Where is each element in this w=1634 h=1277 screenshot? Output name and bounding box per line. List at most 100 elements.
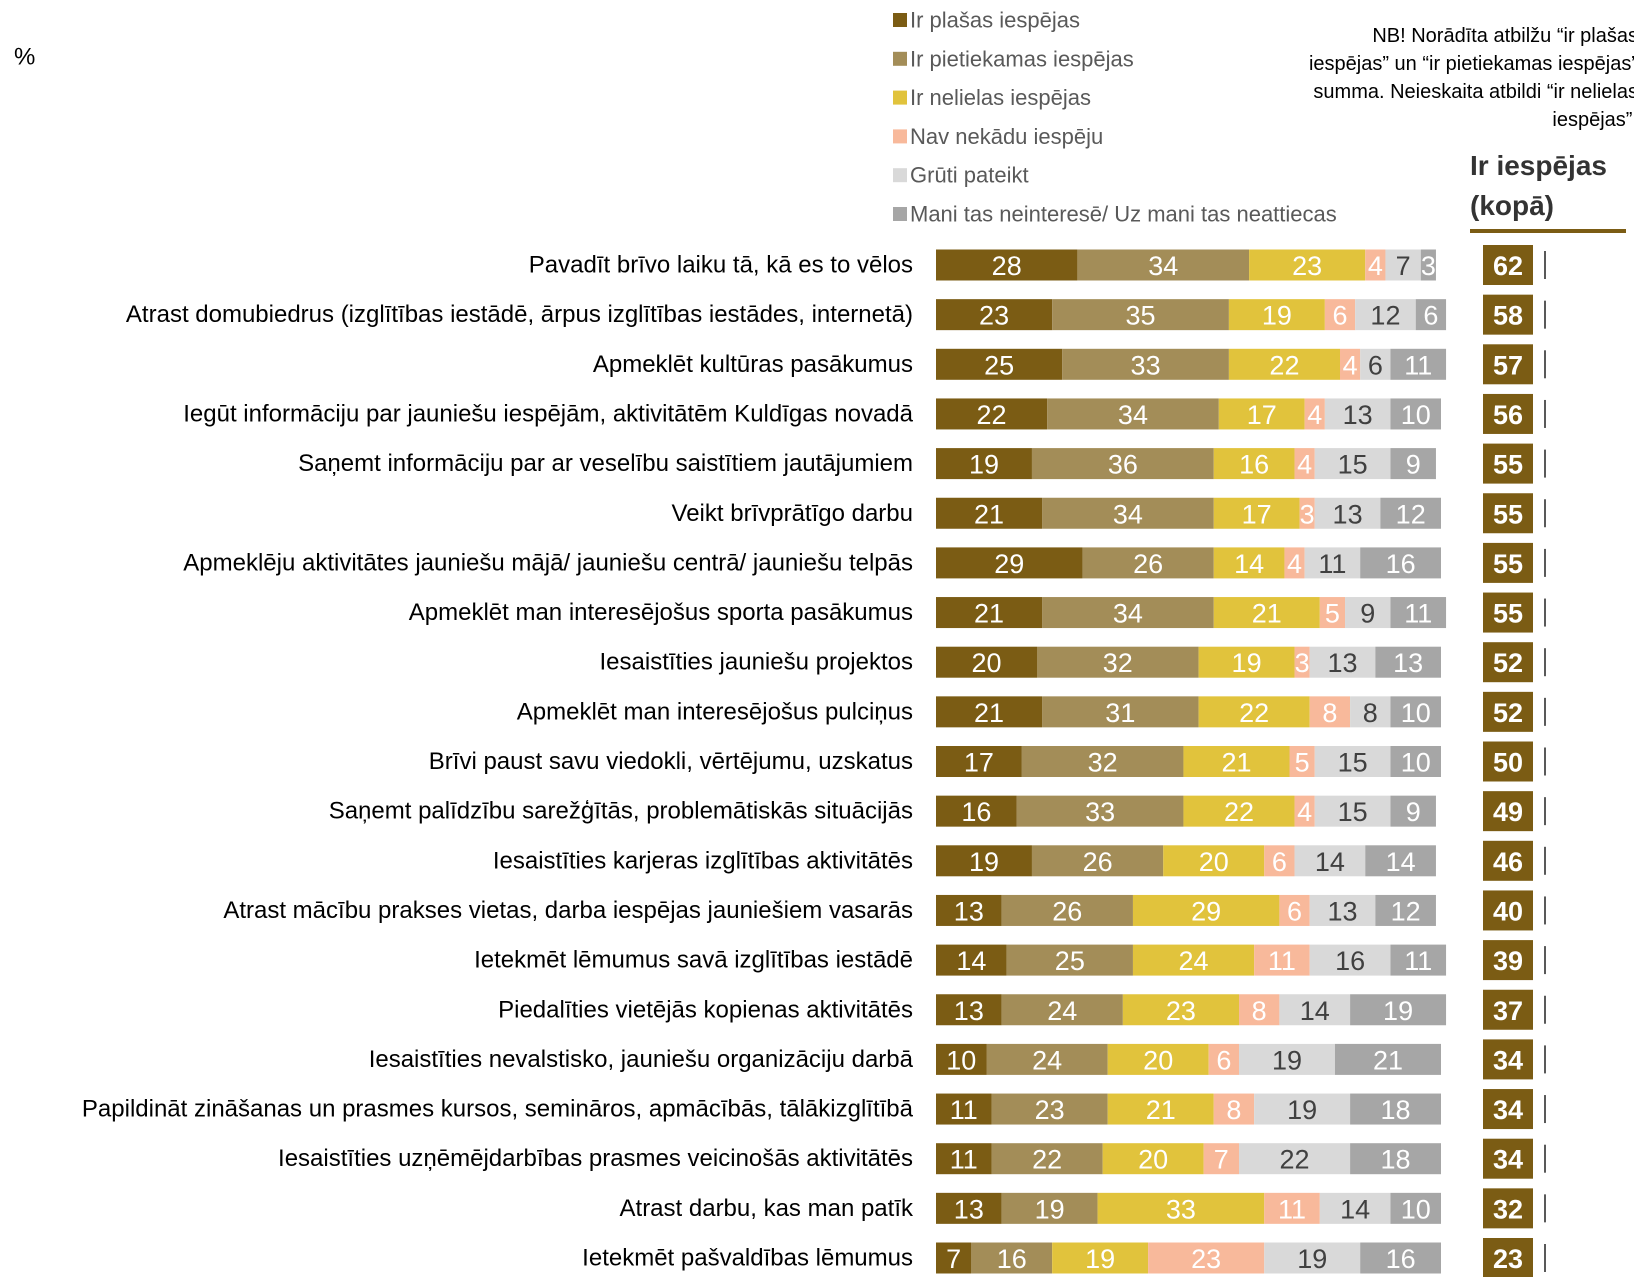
value-label: 21 [1252, 599, 1282, 629]
value-label: 26 [1052, 896, 1082, 926]
value-label: 16 [1386, 1244, 1416, 1274]
value-label: 34 [1148, 251, 1178, 281]
bar-segment [1001, 994, 1123, 1026]
bar-segment [936, 348, 1063, 380]
value-label: 11 [1278, 1194, 1306, 1224]
bar-segment [1319, 1192, 1391, 1224]
bar-segment [1375, 646, 1441, 678]
bar-segment [936, 1192, 1002, 1224]
value-label: 34 [1113, 499, 1143, 529]
value-label: 6 [1332, 301, 1347, 331]
bar-segment [1037, 646, 1199, 678]
value-label: 29 [994, 549, 1024, 579]
bar-segment [1360, 348, 1391, 380]
value-label: 36 [1108, 450, 1138, 480]
value-label: 23 [979, 301, 1009, 331]
value-label: 3 [1421, 251, 1436, 281]
value-label: 4 [1343, 350, 1358, 380]
total-label: 52 [1493, 698, 1523, 728]
value-label: 24 [1047, 996, 1077, 1026]
value-label: 14 [1234, 549, 1264, 579]
bar-segment [1203, 1143, 1239, 1175]
bar-segment [1314, 746, 1391, 777]
total-label: 32 [1493, 1194, 1523, 1224]
category-label: Pavadīt brīvo laiku tā, kā es to vēlos [529, 252, 913, 279]
total-box [1483, 1089, 1533, 1130]
category-label: Apmeklēju aktivitātes jauniešu mājā/ jau… [183, 549, 913, 576]
value-label: 10 [946, 1045, 976, 1075]
bar-segment [1294, 448, 1315, 480]
value-label: 19 [969, 450, 999, 480]
value-label: 16 [1239, 450, 1269, 480]
value-label: 23 [1292, 251, 1322, 281]
bar-segment [936, 944, 1007, 976]
legend-swatch [893, 90, 907, 105]
total-box [1483, 840, 1533, 881]
value-label: 29 [1191, 896, 1221, 926]
bar-segment [1324, 398, 1391, 430]
total-label: 46 [1493, 847, 1523, 877]
bar-segment [1239, 1043, 1335, 1075]
bar-segment [1264, 845, 1295, 877]
value-label: 13 [954, 996, 984, 1026]
value-label: 14 [1386, 847, 1416, 877]
total-label: 49 [1493, 797, 1523, 827]
value-label: 22 [1269, 350, 1299, 380]
bar-segment [1239, 1143, 1351, 1175]
bar-segment [1132, 894, 1280, 926]
value-label: 12 [1391, 896, 1421, 926]
bar-segment [1279, 894, 1310, 926]
bar-segment [991, 1143, 1103, 1175]
bar-segment [1264, 1192, 1320, 1224]
bar-segment [1314, 795, 1391, 827]
value-label: 11 [1318, 549, 1346, 579]
bar-segment [1299, 497, 1315, 529]
bar-segment [1304, 547, 1361, 579]
total-label: 56 [1493, 400, 1523, 430]
value-label: 19 [1232, 648, 1262, 678]
legend-swatch [893, 51, 907, 66]
value-label: 3 [1295, 648, 1310, 678]
value-label: 22 [1280, 1145, 1310, 1175]
value-label: 33 [1131, 350, 1161, 380]
total-label: 34 [1493, 1045, 1523, 1075]
total-label: 55 [1493, 599, 1523, 629]
bar-segment [1254, 1093, 1351, 1125]
value-label: 4 [1297, 450, 1312, 480]
bar-segment [1213, 547, 1285, 579]
value-label: 11 [950, 1095, 978, 1125]
bar-segment [936, 299, 1053, 331]
bar-segment [1102, 1143, 1204, 1175]
value-label: 14 [1315, 847, 1345, 877]
value-label: 13 [1393, 648, 1423, 678]
bar-segment [1001, 894, 1133, 926]
value-label: 32 [1103, 648, 1133, 678]
bar-segment [1385, 249, 1421, 281]
value-label: 33 [1085, 797, 1115, 827]
total-box [1483, 1188, 1533, 1229]
value-label: 6 [1368, 350, 1383, 380]
value-label: 15 [1338, 450, 1368, 480]
category-label: Veikt brīvprātīgo darbu [672, 500, 913, 527]
bar-segment [1390, 795, 1436, 827]
value-label: 21 [974, 499, 1004, 529]
bar-segment [936, 448, 1032, 480]
value-label: 26 [1083, 847, 1113, 877]
bar-segment [1254, 944, 1310, 976]
bar-segment [936, 398, 1048, 430]
bar-segment [1360, 547, 1441, 579]
bar-segment [986, 1043, 1108, 1075]
value-label: 19 [1383, 996, 1413, 1026]
bar-segment [936, 994, 1002, 1026]
category-label: Iesaistīties karjeras izglītības aktivit… [493, 847, 913, 874]
value-label: 20 [1143, 1045, 1173, 1075]
bar-segment [1350, 1143, 1441, 1175]
total-box [1483, 989, 1533, 1030]
total-label: 50 [1493, 748, 1523, 778]
bar-segment [936, 597, 1043, 629]
bar-segment [936, 497, 1043, 529]
value-label: 20 [1199, 847, 1229, 877]
value-label: 17 [1247, 400, 1277, 430]
value-label: 3 [1300, 499, 1315, 529]
total-label: 23 [1493, 1244, 1523, 1274]
